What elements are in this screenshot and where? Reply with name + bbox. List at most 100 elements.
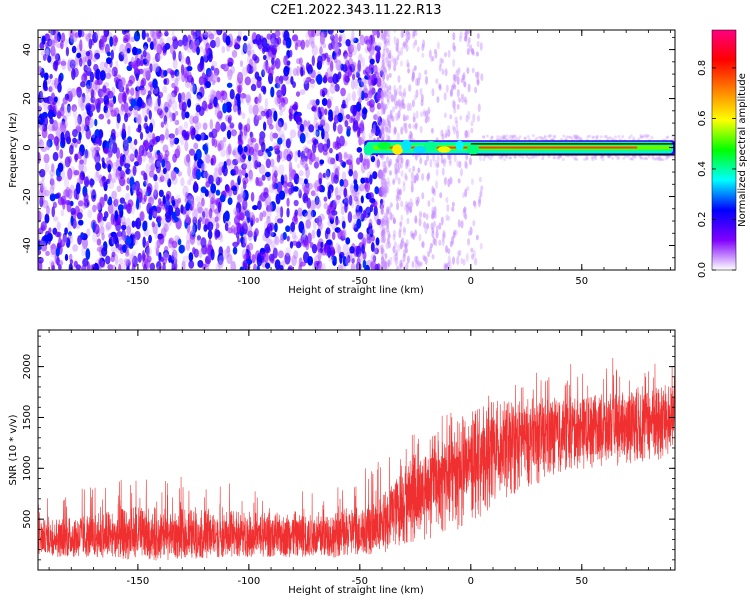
heatmap-cell: [71, 68, 76, 81]
heatmap-cell: [151, 133, 156, 145]
heatmap-cell: [134, 180, 141, 192]
heatmap-cell: [116, 113, 121, 124]
heatmap-cell: [60, 209, 65, 217]
heatmap-cell: [163, 223, 169, 233]
heatmap-cell: [198, 249, 203, 259]
heatmap-cell: [374, 186, 380, 195]
heatmap-cell: [626, 155, 630, 159]
heatmap-cell: [76, 52, 82, 59]
heatmap-cell: [366, 42, 371, 49]
heatmap-cell: [215, 189, 221, 196]
heatmap-cell: [530, 156, 534, 160]
heatmap-cell: [242, 177, 249, 185]
heatmap-cell: [66, 103, 71, 113]
heatmap-cell: [411, 33, 415, 39]
heatmap-cell: [148, 156, 154, 164]
heatmap-cell: [366, 206, 371, 214]
heatmap-cell: [425, 110, 429, 119]
heatmap-cell: [232, 246, 238, 255]
heatmap-cell: [421, 43, 425, 52]
heatmap-cell: [108, 196, 113, 205]
heatmap-cell: [39, 41, 45, 50]
y-tick-label: 40: [22, 43, 33, 56]
heatmap-cell: [47, 109, 54, 120]
y-tick-label: 0: [22, 144, 33, 150]
heatmap-cell: [136, 96, 143, 108]
heatmap-cell: [155, 240, 161, 248]
heatmap-cell: [59, 148, 64, 159]
heatmap-cell: [138, 68, 144, 75]
heatmap-cell: [303, 178, 308, 185]
heatmap-cell: [180, 177, 185, 187]
heatmap-cell: [105, 224, 111, 232]
heatmap-cell: [147, 37, 152, 43]
heatmap-cell: [355, 261, 360, 270]
heatmap-cell: [356, 73, 361, 79]
heatmap-cell: [298, 57, 303, 66]
heatmap-cell: [285, 246, 291, 257]
heatmap-cell: [99, 46, 105, 54]
heatmap-cell: [45, 250, 50, 257]
heatmap-cell: [227, 143, 232, 155]
heatmap-cell: [116, 185, 122, 193]
heatmap-cell: [393, 127, 397, 134]
heatmap-cell: [135, 189, 140, 197]
heatmap-cell: [415, 196, 419, 205]
heatmap-cell: [373, 247, 379, 255]
heatmap-cell: [264, 262, 271, 270]
heatmap-cell: [76, 87, 82, 93]
heatmap-cell: [227, 159, 234, 170]
heatmap-cell: [85, 79, 92, 90]
heatmap-cell: [95, 168, 100, 178]
heatmap-cell: [43, 102, 50, 113]
heatmap-cell: [406, 62, 410, 69]
heatmap-cell: [156, 31, 163, 38]
heatmap-cell: [355, 245, 362, 258]
heatmap-cell: [335, 59, 342, 71]
heatmap-cell: [286, 197, 290, 207]
heatmap-cell: [164, 42, 171, 50]
heatmap-cell: [456, 103, 460, 110]
heatmap-cell: [241, 168, 247, 176]
heatmap-cell: [400, 214, 404, 222]
heatmap-cell: [180, 204, 184, 214]
heatmap-cell: [352, 120, 359, 131]
heatmap-cell: [181, 72, 186, 83]
heatmap-cell: [122, 122, 126, 135]
heatmap-cell: [175, 167, 180, 174]
heatmap-cell: [351, 63, 356, 75]
heatmap-cell: [194, 112, 200, 121]
heatmap-cell: [332, 199, 337, 208]
heatmap-cell: [415, 110, 419, 119]
heatmap-cell: [339, 179, 344, 187]
heatmap-cell: [290, 75, 294, 85]
heatmap-cell: [290, 221, 296, 233]
heatmap-cell: [376, 42, 382, 48]
heatmap-cell: [54, 96, 58, 103]
heatmap-cell: [454, 116, 458, 124]
heatmap-cell: [293, 101, 298, 113]
heatmap-cell: [94, 152, 101, 164]
heatmap-cell: [574, 136, 578, 140]
heatmap-cell: [531, 134, 535, 138]
heatmap-cell: [204, 255, 212, 265]
heatmap-cell: [462, 79, 466, 87]
heatmap-cell: [103, 61, 109, 69]
heatmap-cell: [335, 219, 341, 225]
heatmap-cell: [257, 200, 262, 211]
heatmap-cell: [44, 46, 51, 57]
heatmap-cell: [458, 35, 462, 43]
heatmap-cell: [99, 70, 106, 81]
heatmap-cell: [216, 105, 221, 112]
heatmap-cell: [503, 158, 507, 162]
heatmap-cell: [258, 194, 263, 201]
heatmap-cell: [374, 156, 381, 169]
heatmap-cell: [376, 111, 381, 123]
heatmap-cell: [232, 150, 236, 156]
heatmap-cell: [224, 210, 230, 222]
heatmap-cell: [221, 140, 227, 149]
x-tick-label: 0: [468, 576, 474, 587]
heatmap-cell: [196, 158, 204, 169]
heatmap-cell: [85, 118, 89, 126]
